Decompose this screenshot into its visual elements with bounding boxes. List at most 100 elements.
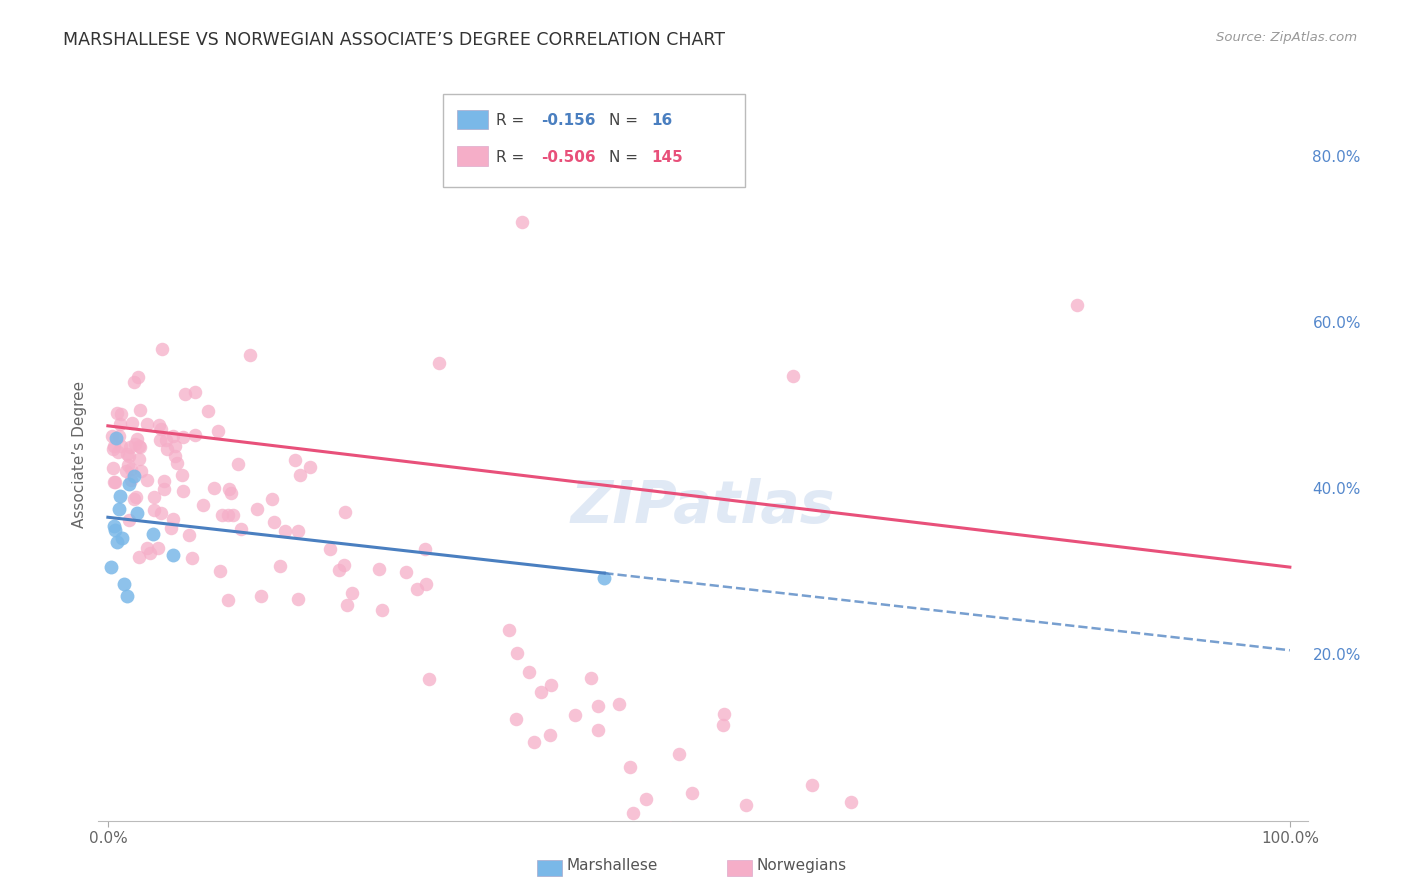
Point (148, 417, 170, 432)
Point (152, 475, 174, 489)
Point (711, 717, 734, 731)
Point (217, 592, 239, 607)
Point (184, 427, 207, 442)
Point (1066, 298, 1088, 312)
Y-axis label: Associate’s Degree: Associate’s Degree (72, 382, 87, 528)
Point (129, 464, 152, 478)
Point (607, 698, 630, 712)
Text: ZIPatlas: ZIPatlas (571, 477, 835, 534)
Point (298, 460, 321, 475)
Point (179, 528, 201, 542)
Point (111, 531, 134, 545)
Point (103, 475, 125, 489)
Point (333, 558, 356, 572)
Point (815, 880, 838, 892)
Point (540, 678, 562, 692)
Point (105, 535, 128, 549)
Text: Norwegians: Norwegians (756, 858, 846, 872)
Point (108, 490, 131, 504)
Point (101, 460, 124, 475)
Point (117, 447, 139, 461)
Point (284, 453, 307, 467)
Point (523, 735, 546, 749)
Point (129, 440, 152, 454)
Point (586, 723, 609, 737)
Point (172, 467, 194, 482)
Point (120, 462, 142, 476)
Point (801, 778, 824, 792)
Point (172, 430, 194, 444)
Point (181, 550, 204, 565)
Point (193, 499, 215, 513)
Point (675, 827, 697, 841)
Text: Source: ZipAtlas.com: Source: ZipAtlas.com (1216, 31, 1357, 45)
Point (136, 417, 159, 431)
Text: R =: R = (496, 150, 530, 165)
Point (250, 589, 273, 603)
Point (165, 439, 187, 453)
Text: N =: N = (609, 113, 643, 128)
Point (143, 490, 166, 504)
Point (328, 563, 350, 577)
Point (184, 384, 207, 399)
Point (340, 585, 363, 599)
Point (395, 565, 418, 579)
Point (668, 747, 690, 761)
Point (162, 548, 184, 562)
Point (124, 375, 146, 389)
Point (418, 672, 440, 686)
Point (125, 490, 148, 504)
Point (208, 565, 231, 579)
Point (219, 486, 242, 500)
Point (405, 582, 427, 596)
Point (239, 348, 262, 362)
Point (115, 589, 138, 603)
Point (782, 368, 804, 383)
Point (125, 432, 148, 446)
Point (162, 428, 184, 442)
Point (155, 433, 177, 447)
Point (579, 671, 602, 685)
Point (368, 562, 391, 576)
Point (505, 712, 527, 726)
Text: Marshallese: Marshallese (567, 858, 658, 872)
Point (333, 505, 356, 519)
Point (530, 684, 553, 698)
Point (120, 473, 142, 487)
Point (207, 424, 229, 438)
Point (287, 524, 309, 538)
Point (105, 405, 128, 419)
Point (713, 706, 735, 721)
Point (128, 452, 150, 467)
Point (110, 439, 132, 453)
Point (117, 458, 139, 472)
Point (231, 523, 253, 537)
Point (118, 477, 141, 491)
Point (121, 416, 143, 430)
Point (211, 508, 233, 522)
Point (593, 571, 616, 585)
Point (166, 456, 188, 470)
Point (510, 215, 533, 229)
Point (163, 449, 186, 463)
Point (104, 475, 127, 490)
Point (162, 512, 184, 526)
Point (681, 786, 703, 800)
Point (221, 508, 243, 522)
Point (413, 541, 436, 556)
Point (100, 429, 122, 443)
Point (415, 577, 437, 591)
Point (318, 542, 340, 557)
Point (128, 370, 150, 384)
Text: 145: 145 (651, 150, 683, 165)
Point (107, 444, 129, 458)
Point (127, 506, 149, 520)
Point (110, 408, 132, 422)
Point (118, 449, 141, 463)
Point (150, 506, 173, 520)
Text: 16: 16 (651, 113, 672, 128)
Point (122, 491, 145, 506)
Point (122, 468, 145, 483)
Point (519, 665, 541, 679)
Point (197, 403, 219, 417)
